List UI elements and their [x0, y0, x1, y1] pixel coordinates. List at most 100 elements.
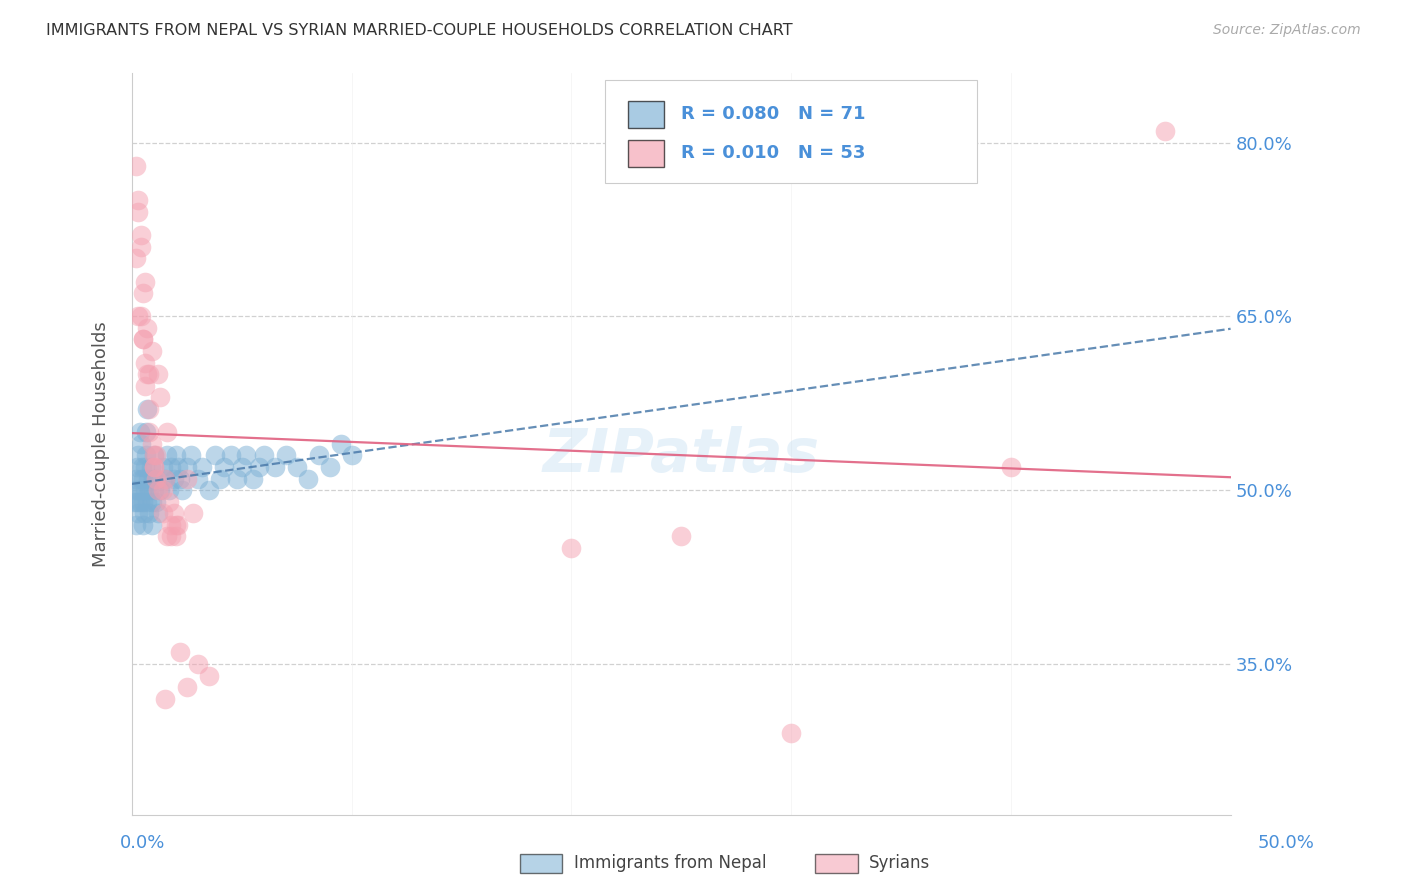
Text: ZIPatlas: ZIPatlas [543, 425, 820, 485]
Point [167, 517, 190, 532]
Point [135, 425, 157, 440]
Point [145, 471, 167, 485]
Text: Immigrants from Nepal: Immigrants from Nepal [574, 855, 766, 872]
Point [152, 459, 174, 474]
Point [145, 471, 167, 485]
Point [204, 448, 226, 462]
Point [340, 448, 363, 462]
Point [136, 402, 159, 417]
Point [127, 506, 149, 520]
Point [160, 529, 183, 543]
Point [242, 471, 264, 485]
Point [560, 541, 582, 555]
Point [176, 459, 198, 474]
Point [136, 368, 159, 382]
Point [153, 691, 176, 706]
Point [129, 228, 152, 243]
Point [142, 448, 165, 462]
Point [180, 448, 202, 462]
Point [187, 657, 209, 671]
Point [187, 471, 209, 485]
Point [148, 506, 170, 520]
Point [253, 448, 276, 462]
Point [285, 459, 308, 474]
Point [125, 159, 148, 173]
Point [212, 459, 235, 474]
Point [127, 483, 149, 497]
Point [226, 471, 249, 485]
Point [127, 310, 149, 324]
Point [219, 448, 242, 462]
Point [138, 425, 160, 440]
Point [129, 436, 152, 450]
Point [176, 471, 198, 485]
Point [780, 726, 803, 740]
Point [235, 448, 257, 462]
Point [149, 391, 172, 405]
Point [142, 459, 165, 474]
Point [141, 517, 163, 532]
Point [156, 448, 179, 462]
Point [136, 494, 159, 508]
Point [141, 436, 163, 450]
Text: R = 0.080   N = 71: R = 0.080 N = 71 [681, 105, 865, 123]
Point [197, 668, 219, 682]
Point [128, 425, 150, 440]
Point [129, 240, 152, 254]
Point [127, 459, 149, 474]
Point [129, 471, 152, 485]
Y-axis label: Married-couple Households: Married-couple Households [93, 321, 110, 566]
Point [145, 494, 167, 508]
Point [165, 529, 187, 543]
Point [134, 459, 156, 474]
Point [138, 483, 160, 497]
Point [153, 471, 176, 485]
Point [308, 448, 330, 462]
Point [169, 471, 191, 485]
Point [671, 529, 693, 543]
Point [160, 459, 183, 474]
Point [129, 310, 152, 324]
Point [132, 286, 155, 301]
Point [165, 517, 187, 532]
Point [197, 483, 219, 497]
Point [134, 275, 156, 289]
Text: R = 0.010   N = 53: R = 0.010 N = 53 [681, 145, 865, 162]
Point [132, 333, 155, 347]
Point [162, 471, 184, 485]
Text: Syrians: Syrians [869, 855, 931, 872]
Point [127, 205, 149, 219]
Point [1000, 459, 1022, 474]
Point [1153, 124, 1175, 138]
Point [156, 425, 179, 440]
Point [191, 459, 214, 474]
Point [152, 483, 174, 497]
Text: IMMIGRANTS FROM NEPAL VS SYRIAN MARRIED-COUPLE HOUSEHOLDS CORRELATION CHART: IMMIGRANTS FROM NEPAL VS SYRIAN MARRIED-… [46, 23, 793, 38]
Point [128, 494, 150, 508]
Point [132, 517, 155, 532]
Point [153, 471, 176, 485]
Point [142, 471, 165, 485]
Point [149, 483, 172, 497]
Point [165, 448, 187, 462]
Text: 50.0%: 50.0% [1258, 834, 1315, 852]
Text: Source: ZipAtlas.com: Source: ZipAtlas.com [1213, 23, 1361, 37]
Point [138, 506, 160, 520]
Point [231, 459, 253, 474]
Point [274, 448, 297, 462]
Point [139, 459, 162, 474]
Point [141, 494, 163, 508]
Point [247, 459, 270, 474]
Point [148, 483, 170, 497]
Point [169, 645, 191, 659]
Point [157, 483, 180, 497]
Point [125, 252, 148, 266]
Point [142, 483, 165, 497]
Point [125, 471, 148, 485]
Point [127, 494, 149, 508]
Point [134, 483, 156, 497]
Point [127, 194, 149, 208]
Point [208, 471, 231, 485]
Point [156, 529, 179, 543]
Point [131, 459, 153, 474]
